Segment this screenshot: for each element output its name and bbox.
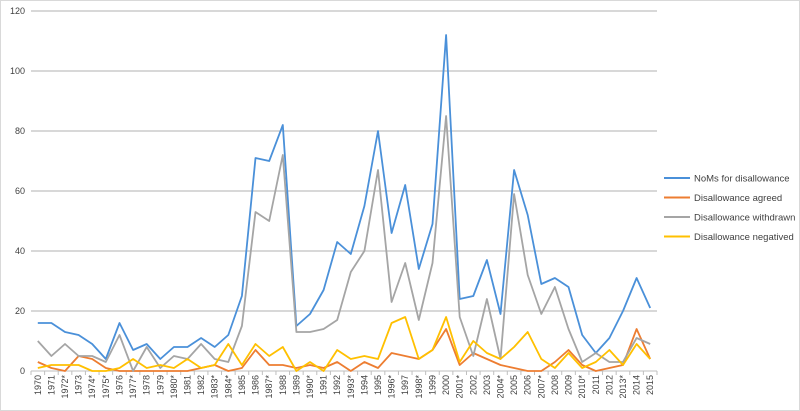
x-tick-label: 1974* xyxy=(87,375,97,399)
x-tick-label: 1981 xyxy=(183,375,193,395)
legend-label: NoMs for disallowance xyxy=(694,174,790,185)
legend-label: Disallowance withdrawn xyxy=(694,213,795,224)
x-tick-label: 2002 xyxy=(468,375,478,395)
y-tick-label: 80 xyxy=(15,126,25,136)
x-tick-label: 1984* xyxy=(223,375,233,399)
x-tick-label: 2000 xyxy=(441,375,451,395)
x-tick-label: 1997 xyxy=(400,375,410,395)
x-tick-label: 2004* xyxy=(496,375,506,399)
x-tick-label: 1982 xyxy=(196,375,206,395)
x-tick-label: 1985 xyxy=(237,375,247,395)
x-tick-label: 1996* xyxy=(387,375,397,399)
x-tick-label: 2006 xyxy=(523,375,533,395)
x-tick-label: 2007* xyxy=(536,375,546,399)
x-tick-label: 1988 xyxy=(278,375,288,395)
x-tick-label: 1977* xyxy=(128,375,138,399)
x-tick-label: 1970 xyxy=(33,375,43,395)
y-tick-label: 60 xyxy=(15,186,25,196)
x-tick-label: 1994 xyxy=(359,375,369,395)
x-tick-label: 2009 xyxy=(564,375,574,395)
x-tick-label: 1992 xyxy=(332,375,342,395)
series-line-noms-for-disallowance xyxy=(37,34,652,360)
x-tick-label: 2010* xyxy=(577,375,587,399)
series-line-disallowance-withdrawn xyxy=(37,115,651,372)
y-tick-label: 100 xyxy=(10,66,25,76)
series-line-disallowance-agreed xyxy=(37,328,652,372)
x-tick-label: 2011 xyxy=(591,375,601,394)
x-tick-label: 1980* xyxy=(169,375,179,399)
x-tick-label: 1993* xyxy=(346,375,356,399)
x-tick-label: 1978 xyxy=(142,375,152,395)
x-tick-label: 2001* xyxy=(455,375,465,399)
x-tick-label: 1976 xyxy=(114,375,124,395)
x-tick-label: 1991 xyxy=(319,375,329,395)
x-tick-label: 1973 xyxy=(74,375,84,395)
x-tick-label: 1972* xyxy=(60,375,70,399)
x-tick-label: 2012 xyxy=(604,375,614,395)
x-tick-label: 2013* xyxy=(618,375,628,399)
x-tick-label: 2003 xyxy=(482,375,492,395)
x-tick-label: 1979 xyxy=(155,375,165,395)
x-tick-label: 1983* xyxy=(210,375,220,399)
x-tick-label: 1990* xyxy=(305,375,315,399)
x-tick-label: 1998* xyxy=(414,375,424,399)
x-tick-label: 1975* xyxy=(101,375,111,399)
x-tick-label: 1995 xyxy=(373,375,383,395)
y-tick-label: 0 xyxy=(20,366,25,376)
series-line-disallowance-negatived xyxy=(37,316,651,372)
x-tick-label: 2005 xyxy=(509,375,519,395)
y-tick-label: 40 xyxy=(15,246,25,256)
x-tick-label: 1999 xyxy=(427,375,437,395)
legend-label: Disallowance negatived xyxy=(694,232,794,243)
x-tick-label: 2014 xyxy=(632,375,642,395)
legend-label: Disallowance agreed xyxy=(694,193,782,204)
x-tick-label: 1987* xyxy=(264,375,274,399)
x-tick-label: 2015 xyxy=(645,375,655,395)
x-tick-label: 1989 xyxy=(291,375,301,395)
x-tick-label: 2008 xyxy=(550,375,560,395)
x-tick-label: 1986 xyxy=(251,375,261,395)
x-tick-label: 1971 xyxy=(46,375,56,395)
y-tick-label: 20 xyxy=(15,306,25,316)
y-tick-label: 120 xyxy=(10,6,25,16)
